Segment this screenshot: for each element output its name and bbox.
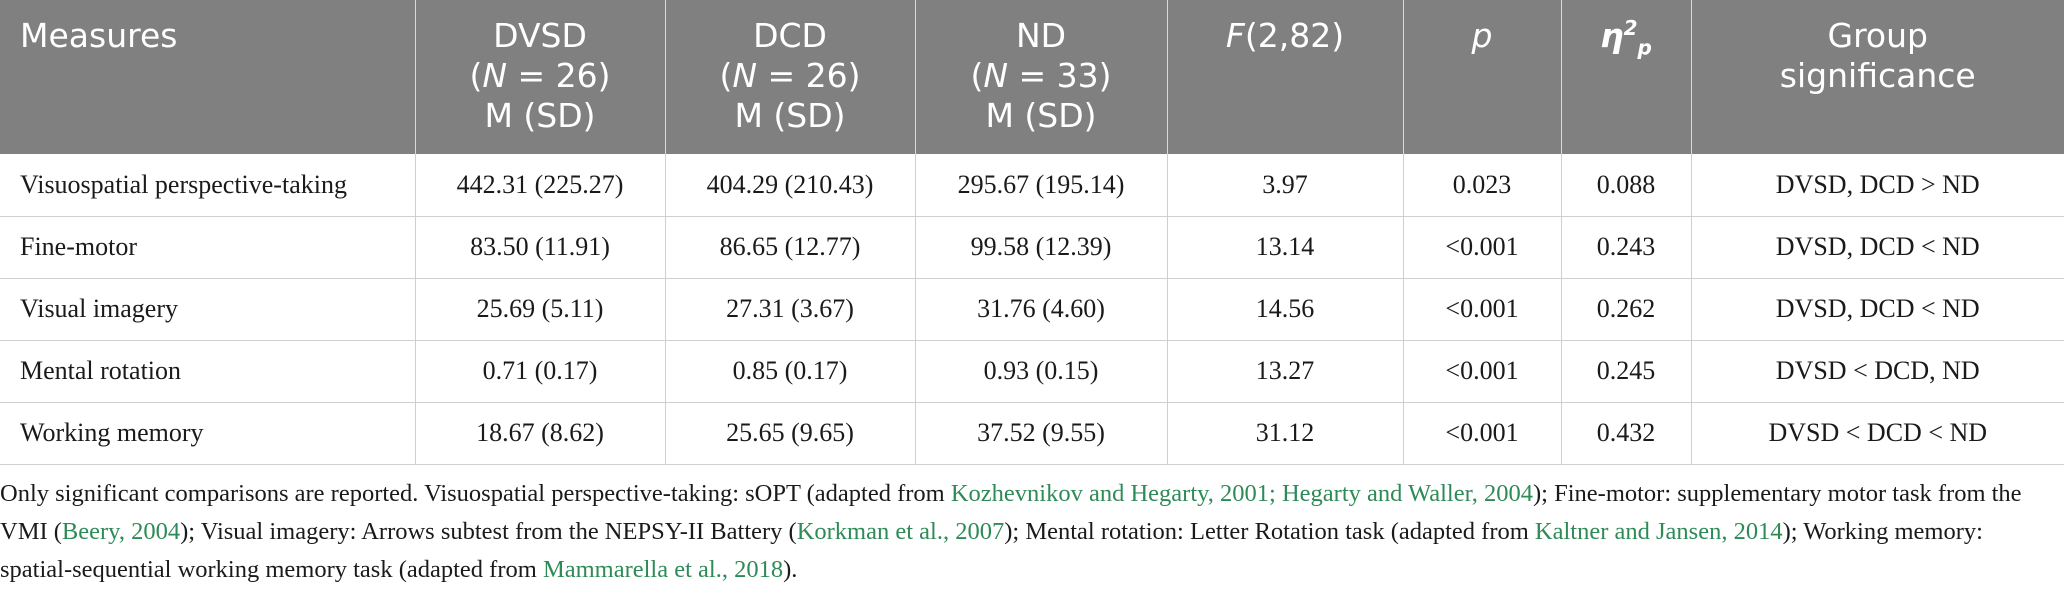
table-cell: 99.58 (12.39)	[915, 216, 1168, 279]
footnote-text: Only significant comparisons are reporte…	[0, 480, 951, 507]
citation-link[interactable]: Korkman et al., 2007	[796, 518, 1005, 545]
header-p-value: p	[1403, 0, 1562, 154]
table-row: Visual imagery 25.69 (5.11) 27.31 (3.67) 31…	[0, 278, 2064, 341]
table-cell: 0.93 (0.15)	[915, 340, 1168, 403]
table-row: Mental rotation 0.71 (0.17) 0.85 (0.17) 0.9…	[0, 340, 2064, 403]
table-cell: 442.31 (225.27)	[415, 154, 666, 217]
table-cell: 31.12	[1167, 402, 1404, 465]
table-cell: 3.97	[1167, 154, 1404, 217]
table-cell: <0.001	[1403, 278, 1562, 341]
table-cell: DVSD < DCD < ND	[1691, 402, 2064, 465]
measure-name-cell: Mental rotation	[0, 340, 416, 403]
table-cell: 0.71 (0.17)	[415, 340, 666, 403]
footnote-text: ); Working memory: spatial-sequential wo…	[0, 518, 1983, 583]
results-table: Measures DVSD (N = 26) M (SD) DCD (N = 2…	[0, 0, 2064, 465]
header-dvsd: DVSD (N = 26) M (SD)	[415, 0, 666, 154]
measure-name-cell: Visual imagery	[0, 278, 416, 341]
citation-link[interactable]: Beery, 2004	[61, 518, 181, 545]
header-group-significance: Group significance	[1691, 0, 2064, 154]
footnote-text: ); Mental rotation: Letter Rotation task…	[1004, 518, 1535, 545]
table-cell: 0.85 (0.17)	[665, 340, 916, 403]
table-cell: 295.67 (195.14)	[915, 154, 1168, 217]
footnote-text: ); Visual imagery: Arrows subtest from t…	[180, 518, 797, 545]
measure-name-cell: Visuospatial perspective-taking	[0, 154, 416, 217]
measure-name-cell: Fine-motor	[0, 216, 416, 279]
table-cell: 0.088	[1561, 154, 1692, 217]
table-cell: 37.52 (9.55)	[915, 402, 1168, 465]
citation-link[interactable]: Mammarella et al., 2018	[542, 556, 784, 583]
table-cell: 31.76 (4.60)	[915, 278, 1168, 341]
table-row: Fine-motor 83.50 (11.91) 86.65 (12.77) 99.5…	[0, 216, 2064, 279]
header-f-statistic: F(2,82)	[1167, 0, 1404, 154]
header-nd: ND (N = 33) M (SD)	[915, 0, 1168, 154]
table-cell: DVSD < DCD, ND	[1691, 340, 2064, 403]
table-cell: 0.262	[1561, 278, 1692, 341]
table-cell: 13.14	[1167, 216, 1404, 279]
table-cell: 25.69 (5.11)	[415, 278, 666, 341]
footnote-text: ); Fine-motor: supplementary motor task …	[0, 480, 2022, 545]
table-cell: DVSD, DCD < ND	[1691, 278, 2064, 341]
table-cell: <0.001	[1403, 216, 1562, 279]
table-footnote: Only significant comparisons are reporte…	[0, 475, 2050, 589]
table-cell: <0.001	[1403, 340, 1562, 403]
table-cell: DVSD, DCD < ND	[1691, 216, 2064, 279]
table-cell: <0.001	[1403, 402, 1562, 465]
table-cell: 0.243	[1561, 216, 1692, 279]
citation-link[interactable]: Kaltner and Jansen, 2014	[1534, 518, 1783, 545]
table-cell: 13.27	[1167, 340, 1404, 403]
table-cell: 0.432	[1561, 402, 1692, 465]
table-cell: 25.65 (9.65)	[665, 402, 916, 465]
table-cell: DVSD, DCD > ND	[1691, 154, 2064, 217]
measure-name-cell: Working memory	[0, 402, 416, 465]
table-cell: 0.245	[1561, 340, 1692, 403]
header-measures: Measures	[0, 0, 416, 154]
table-cell: 404.29 (210.43)	[665, 154, 916, 217]
table-cell: 0.023	[1403, 154, 1562, 217]
table-row: Visuospatial perspective-taking 442.31 (2…	[0, 154, 2064, 217]
footnote-text: ).	[783, 556, 798, 583]
table-cell: 27.31 (3.67)	[665, 278, 916, 341]
table-row: Working memory 18.67 (8.62) 25.65 (9.65) 37…	[0, 402, 2064, 465]
table-cell: 86.65 (12.77)	[665, 216, 916, 279]
header-row: Measures DVSD (N = 26) M (SD) DCD (N = 2…	[0, 0, 2064, 154]
table-body: Visuospatial perspective-taking 442.31 (2…	[0, 154, 2064, 465]
results-table-container: Measures DVSD (N = 26) M (SD) DCD (N = 2…	[0, 0, 2064, 465]
header-eta-squared: η2p	[1561, 0, 1692, 154]
table-cell: 14.56	[1167, 278, 1404, 341]
table-cell: 83.50 (11.91)	[415, 216, 666, 279]
header-dcd: DCD (N = 26) M (SD)	[665, 0, 916, 154]
table-cell: 18.67 (8.62)	[415, 402, 666, 465]
citation-link[interactable]: Kozhevnikov and Hegarty, 2001; Hegarty a…	[950, 480, 1534, 507]
